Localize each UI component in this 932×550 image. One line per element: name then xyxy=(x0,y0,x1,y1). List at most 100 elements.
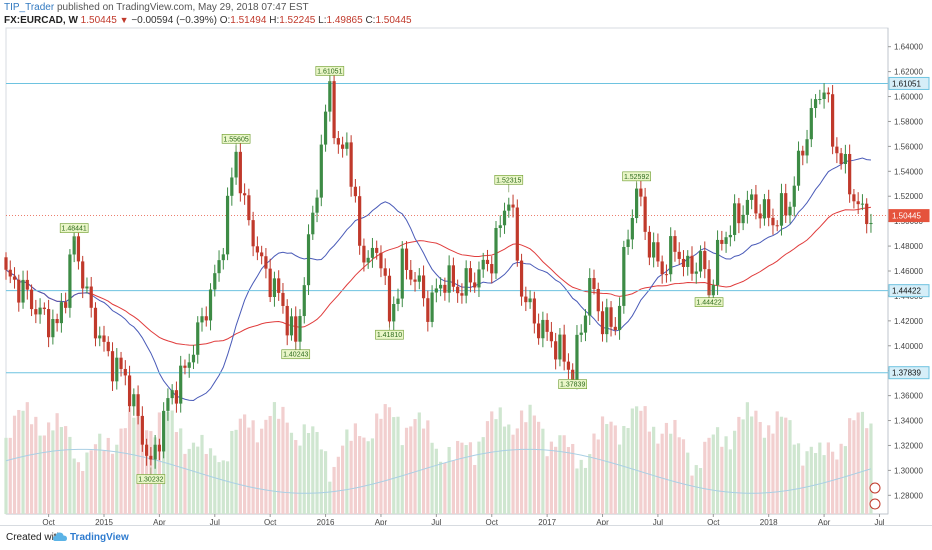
candle-body xyxy=(162,410,166,452)
volume-bar xyxy=(562,435,566,514)
candle-body xyxy=(460,293,464,296)
volume-bar xyxy=(247,427,251,514)
candle-body xyxy=(341,144,345,149)
candle-body xyxy=(217,260,221,274)
publish-line: TIP_Trader published on TradingView.com,… xyxy=(4,2,928,13)
volume-bar xyxy=(59,427,63,514)
volume-bar xyxy=(750,416,754,514)
volume-bar xyxy=(490,411,494,514)
volume-bar xyxy=(809,446,813,514)
volume-bar xyxy=(170,410,174,514)
volume-bar xyxy=(98,433,102,514)
volume-bar xyxy=(839,443,843,514)
candle-body xyxy=(805,139,809,156)
candle-body xyxy=(106,341,110,352)
candle-body xyxy=(336,138,340,145)
volume-bar xyxy=(724,436,728,514)
candle-body xyxy=(145,444,149,456)
footer: Created with TradingView xyxy=(0,525,932,550)
x-tick-label: Jul xyxy=(210,518,220,527)
volume-bar xyxy=(47,422,51,514)
close-value: 1.50445 xyxy=(375,15,412,26)
volume-bar xyxy=(673,419,677,514)
volume-bar xyxy=(260,428,264,514)
candle-body xyxy=(298,316,302,342)
volume-bar xyxy=(383,404,387,514)
volume-bar xyxy=(68,436,72,514)
volume-bar xyxy=(379,418,383,514)
y-tick-label: 1.40000 xyxy=(894,342,923,351)
volume-bar xyxy=(17,409,21,514)
volume-bar xyxy=(805,451,809,514)
annotation-box xyxy=(59,223,89,233)
candle-body xyxy=(102,335,106,342)
candle-body xyxy=(635,188,639,219)
candle-body xyxy=(456,286,460,294)
candle-body xyxy=(715,239,720,286)
candle-body xyxy=(191,354,196,363)
volume-bar xyxy=(515,428,519,514)
volume-bar xyxy=(285,422,289,514)
volume-bar xyxy=(524,422,528,514)
author-link[interactable]: TIP_Trader xyxy=(4,2,55,13)
volume-bar xyxy=(204,453,208,514)
volume-bar xyxy=(51,430,55,514)
candle-body xyxy=(119,357,123,369)
volume-bar xyxy=(353,423,357,514)
candle-body xyxy=(519,260,524,297)
candle-body xyxy=(652,242,656,258)
volume-bar xyxy=(600,416,605,514)
volume-bar xyxy=(715,427,720,514)
volume-bar xyxy=(588,454,592,514)
volume-bar xyxy=(336,456,340,514)
ma-fast-line xyxy=(5,157,872,401)
volume-bar xyxy=(485,421,490,514)
candle-body xyxy=(728,234,732,238)
candle-body xyxy=(328,81,332,112)
volume-bar xyxy=(528,404,532,514)
candle-body xyxy=(289,316,294,336)
volume-bar xyxy=(694,465,698,514)
candle-body xyxy=(694,271,698,274)
candle-body xyxy=(439,284,443,289)
candle-body xyxy=(605,307,609,335)
volume-bar xyxy=(421,428,426,514)
volume-bar xyxy=(592,433,596,514)
volume-bar xyxy=(110,453,115,514)
volume-bar xyxy=(826,442,830,514)
candle-body xyxy=(494,227,498,274)
annotation-label: 1.40243 xyxy=(283,352,308,359)
y-tick-label: 1.54000 xyxy=(894,167,923,176)
volume-bar xyxy=(396,416,400,514)
candle-body xyxy=(47,309,51,338)
candle-body xyxy=(468,268,473,283)
volume-bar xyxy=(366,441,370,514)
candle-body xyxy=(302,285,306,317)
candle-body xyxy=(260,252,264,257)
volume-bar xyxy=(711,434,715,514)
candle-body xyxy=(498,225,502,228)
candle-body xyxy=(404,248,409,270)
high-label: H: xyxy=(269,15,280,26)
candle-body xyxy=(750,194,754,200)
candle-body xyxy=(720,239,724,244)
candle-body xyxy=(502,210,507,226)
candle-body xyxy=(221,254,225,261)
volume-bar xyxy=(72,458,76,514)
cloud-logo-icon xyxy=(53,532,67,541)
volume-bar xyxy=(140,416,144,514)
volume-bar xyxy=(123,428,127,514)
candle-body xyxy=(272,278,277,297)
volume-bar xyxy=(519,410,524,514)
y-tick-label: 1.36000 xyxy=(894,392,923,401)
candle-body xyxy=(196,322,200,355)
candle-body xyxy=(136,394,140,416)
volume-bar xyxy=(835,459,839,514)
volume-bar xyxy=(605,424,609,514)
low-label: L: xyxy=(318,15,327,26)
volume-bar xyxy=(213,455,217,514)
candle-body xyxy=(481,259,485,270)
candle-body xyxy=(865,203,869,225)
tradingview-brand[interactable]: TradingView xyxy=(70,532,129,543)
